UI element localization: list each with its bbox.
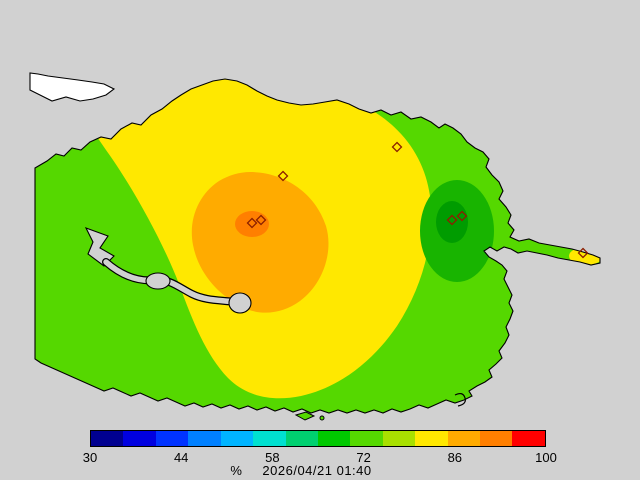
- colorbar-tick-label: 30: [82, 450, 98, 465]
- colorbar-unit-label: %: [230, 463, 243, 478]
- colorbar-tick-label: 58: [265, 450, 280, 465]
- colorbar-segment: [155, 431, 189, 446]
- colorbar-tick-label: 44: [173, 450, 189, 465]
- colorbar-segment: [480, 431, 513, 446]
- colorbar-segment: [123, 431, 156, 446]
- station-marker-icon: [446, 214, 458, 226]
- station-marker-icon: [391, 141, 403, 153]
- station-marker-icon: [577, 247, 589, 259]
- colorbar-segment: [512, 431, 545, 446]
- coastline: [34, 78, 601, 414]
- colorbar-segment: [415, 431, 448, 446]
- lagoon: [145, 272, 171, 290]
- colorbar-tick-label: 72: [356, 450, 371, 465]
- station-marker-icon: [246, 217, 258, 229]
- colorbar-segment: [285, 431, 318, 446]
- islet: [319, 415, 325, 421]
- humidity-band-orange: [191, 172, 329, 313]
- station-marker-icon: [277, 170, 289, 182]
- colorbar-tick-label: 86: [447, 450, 463, 465]
- colorbar-tick-label: 100: [535, 450, 557, 465]
- colorbar-segment: [220, 431, 254, 446]
- colorbar-caption: % 2026/04/21 01:40: [0, 463, 602, 478]
- colorbar-segment: [447, 431, 481, 446]
- station-marker-icon: [456, 210, 468, 222]
- station-marker-icon: [255, 214, 267, 226]
- colorbar-segment: [317, 431, 351, 446]
- islet: [454, 392, 466, 407]
- station-markers: [246, 141, 589, 259]
- offshore-land-no-data: [29, 72, 116, 102]
- colorbar-segment: [91, 431, 124, 446]
- inlet-waterways: [84, 227, 252, 314]
- humidity-colorbar: [90, 430, 546, 447]
- islets: [294, 392, 466, 421]
- colorbar-segment: [188, 431, 221, 446]
- colorbar-segments: [91, 431, 545, 446]
- humidity-band-orange-core: [235, 211, 269, 237]
- colorbar-timestamp: 2026/04/21 01:40: [262, 463, 372, 478]
- inlet-channel: [103, 259, 237, 305]
- colorbar-ticks: 30 44 58 72 86 100: [83, 450, 557, 465]
- colorbar-segment: [382, 431, 416, 446]
- colorbar-segment: [253, 431, 286, 446]
- islet: [294, 411, 316, 421]
- colorbar-segment: [350, 431, 383, 446]
- humidity-band-green-core: [436, 201, 468, 243]
- lagoon: [228, 292, 252, 314]
